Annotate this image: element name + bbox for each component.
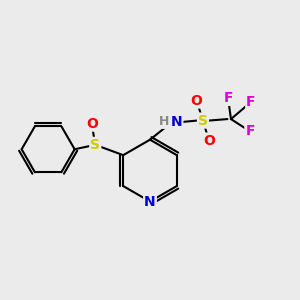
Text: N: N bbox=[171, 115, 182, 129]
Text: F: F bbox=[223, 91, 233, 105]
Text: S: S bbox=[198, 114, 208, 128]
Text: F: F bbox=[245, 124, 255, 138]
Text: S: S bbox=[90, 138, 100, 152]
Text: N: N bbox=[144, 194, 156, 208]
Text: O: O bbox=[190, 94, 202, 107]
Text: O: O bbox=[86, 117, 98, 130]
Text: O: O bbox=[203, 134, 215, 148]
Text: F: F bbox=[246, 95, 256, 109]
Text: H: H bbox=[159, 115, 169, 128]
